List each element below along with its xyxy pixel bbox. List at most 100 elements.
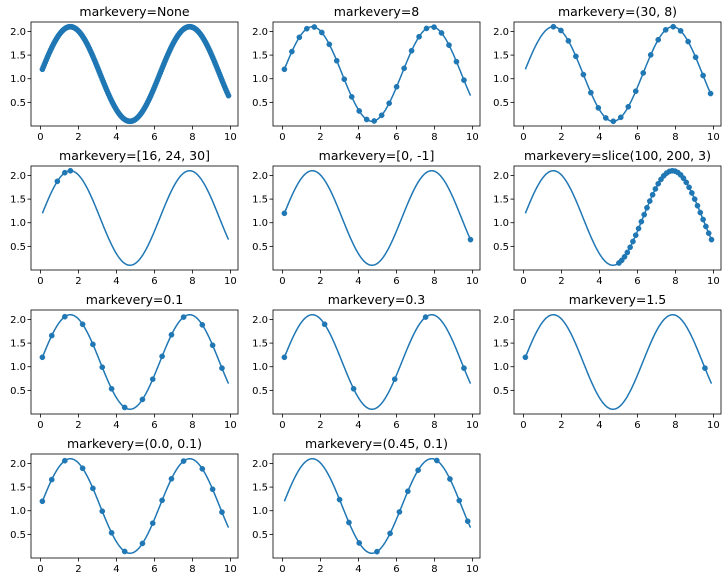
y-tick-label: 1.0 [493,218,509,229]
data-point [391,376,398,383]
data-point [99,364,106,371]
x-tick-label: 10 [707,132,720,143]
data-point [700,216,706,223]
data-point [677,28,684,34]
y-tick-label: 1.5 [252,195,268,206]
data-point [341,76,348,83]
subplot: 0 2 4 6 8 10 0.5 1.0 1.5 2.0 markevery=0.1 [10,292,239,431]
x-tick-label: 2 [558,132,564,143]
data-point [646,198,653,204]
x-tick-label: 6 [151,420,157,431]
data-point [602,115,609,121]
subplot-title: markevery=[16, 24, 30] [59,148,210,163]
data-point [303,25,310,32]
data-point [79,321,86,328]
x-tick-label: 10 [466,276,479,287]
y-tick-label: 0.5 [10,530,26,541]
data-point [180,458,187,464]
x-tick-label: 4 [113,564,119,575]
x-tick-label: 8 [431,276,437,287]
subplot-title: markevery=slice(100, 200, 3) [524,148,711,163]
data-point [209,342,216,349]
y-tick-label: 0.5 [10,242,26,253]
x-tick-label: 4 [355,420,361,431]
data-point [61,169,68,176]
data-point [707,90,714,97]
x-tick-label: 0 [279,132,285,143]
x-tick-label: 2 [317,420,323,431]
subplot: 0 2 4 6 8 10 0.5 1.0 1.5 2.0 markevery=(0.0, 0.1) [10,436,239,575]
data-point [346,519,352,526]
x-tick-label: 6 [634,132,640,143]
data-point [464,518,471,525]
data-point [121,404,128,411]
data-point [467,236,474,243]
data-point [348,93,355,100]
data-point [281,210,288,217]
data-point [404,488,411,495]
y-tick-label: 2.0 [493,171,509,182]
data-point [632,88,639,95]
data-point [159,353,165,360]
data-point [453,58,460,65]
axes-frame [30,21,239,127]
x-tick-label: 4 [355,276,361,287]
y-tick-label: 0.5 [493,386,509,397]
y-tick-label: 2.0 [10,315,26,326]
x-tick-label: 8 [189,276,195,287]
y-tick-label: 1.0 [493,362,509,373]
data-point [61,313,68,320]
data-point [321,321,328,328]
subplot-title: markevery=(0.45, 0.1) [305,436,448,451]
subplot: 0 2 4 6 8 10 0.5 1.0 1.5 2.0 markevery=(0.45, 0.1) [252,436,481,575]
data-point [705,230,712,237]
data-point [318,29,325,36]
data-point [662,27,669,33]
data-point [180,314,187,320]
x-tick-label: 0 [520,276,526,287]
x-tick-label: 10 [466,132,479,143]
data-point [446,42,452,48]
y-tick-label: 1.5 [252,51,268,62]
data-point [296,34,303,41]
x-tick-label: 4 [113,132,119,143]
y-tick-label: 2.0 [493,315,509,326]
data-point [565,38,572,44]
series-line [283,25,472,123]
x-tick-label: 0 [37,276,43,287]
data-point [686,184,692,191]
data-point [39,354,46,361]
series-line [283,457,472,555]
data-point [630,238,636,245]
y-tick-label: 1.5 [252,339,268,350]
y-tick-label: 1.0 [252,506,268,517]
y-tick-label: 1.0 [252,218,268,229]
data-point [647,52,654,58]
data-point [67,167,74,174]
x-tick-label: 6 [151,276,157,287]
data-point [121,548,128,555]
data-point [689,190,695,196]
axes-frame [513,21,722,127]
series-line [41,457,230,555]
x-tick-label: 4 [113,420,119,431]
data-point [694,202,701,209]
x-tick-label: 2 [317,564,323,575]
y-tick-label: 1.0 [10,362,26,373]
x-tick-label: 6 [393,276,399,287]
data-point [311,24,318,30]
x-tick-label: 2 [75,564,81,575]
x-tick-label: 10 [224,132,237,143]
data-point [655,180,662,187]
x-tick-label: 10 [224,564,237,575]
data-point [378,112,385,119]
data-point [48,476,55,483]
data-point [139,396,146,403]
data-point [199,322,206,328]
x-tick-label: 6 [151,132,157,143]
axes-frame [272,453,481,559]
data-point [652,186,659,192]
y-tick-label: 1.0 [252,362,268,373]
series-line [524,169,713,267]
